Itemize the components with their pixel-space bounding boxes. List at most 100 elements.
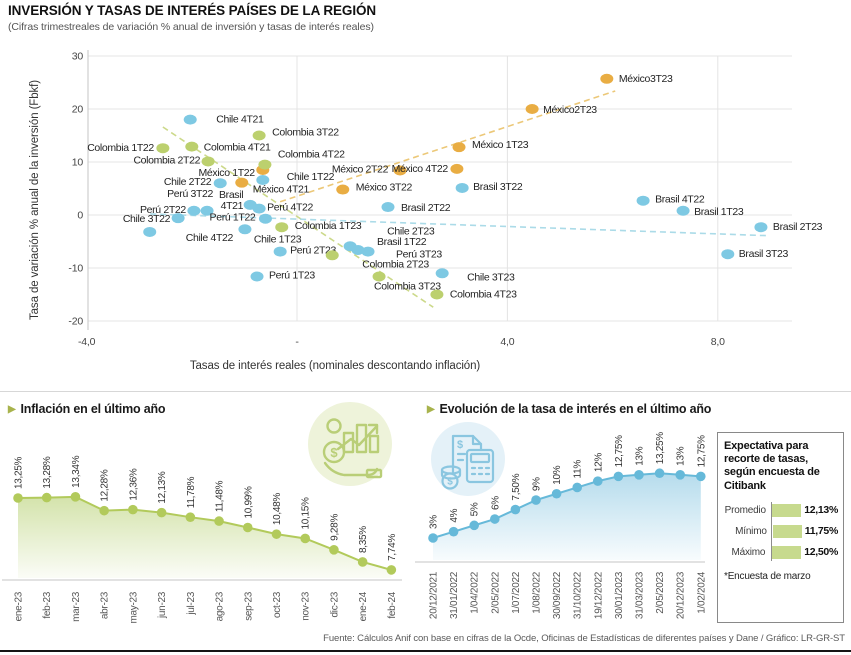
scatter-point — [600, 73, 614, 84]
x-category-label: dic-23 — [329, 591, 340, 617]
x-category-label: 1/07/2022 — [511, 571, 522, 614]
scatter-point — [273, 246, 287, 257]
data-point — [428, 533, 438, 543]
scatter-point — [235, 177, 249, 188]
scatter-point-label: México 1T22 — [199, 167, 256, 179]
x-category-label: feb-24 — [387, 591, 398, 618]
scatter-point — [201, 156, 215, 167]
scatter-point-label: Chile 2T22 — [164, 176, 212, 188]
area-fill — [433, 473, 701, 560]
data-point — [214, 516, 224, 526]
x-category-label: 1/08/2022 — [532, 571, 543, 614]
x-tick-label: - — [295, 336, 299, 348]
value-label: 5% — [470, 502, 481, 516]
triangle-right-icon: ▶ — [8, 404, 16, 415]
scatter-point-label: México 4T21 — [253, 184, 310, 196]
x-category-label: ene-24 — [358, 591, 369, 621]
value-label: 4% — [449, 508, 460, 522]
value-label: 10% — [552, 465, 563, 485]
x-tick-label: 8,0 — [711, 336, 725, 348]
scatter-point — [721, 249, 735, 260]
svg-text:$: $ — [447, 477, 453, 488]
scatter-point-label: México 1T23 — [472, 139, 529, 151]
scatter-point-label: Colombia 4T22 — [278, 149, 345, 161]
expectation-row-label: Máximo — [731, 546, 766, 558]
x-category-label: feb-23 — [42, 591, 53, 618]
svg-text:$: $ — [457, 439, 463, 451]
scatter-point-label: Colombia 2T22 — [133, 154, 200, 166]
value-label: 11,78% — [186, 476, 197, 508]
data-point — [551, 488, 562, 499]
expectation-row: Promedio 12,13% — [724, 503, 838, 517]
expectation-bar — [771, 545, 802, 559]
data-point — [634, 470, 644, 480]
x-tick-label: 4,0 — [500, 336, 514, 348]
value-label: 13,28% — [42, 456, 53, 489]
value-label: 3% — [429, 515, 440, 529]
data-point — [300, 533, 311, 544]
scatter-point-label: Colombia 1T22 — [87, 142, 154, 154]
data-point — [357, 557, 368, 567]
y-tick-label: 30 — [72, 51, 84, 63]
x-category-label: 31/01/2022 — [449, 571, 460, 619]
x-category-label: sep-23 — [243, 591, 254, 621]
scatter-point-label: Brasil 3T23 — [739, 248, 789, 260]
value-label: 13% — [635, 446, 646, 466]
value-label: 12,75% — [696, 435, 707, 468]
data-point — [448, 526, 459, 537]
scatter-point — [450, 163, 464, 174]
x-category-label: 1/02/2024 — [696, 571, 707, 614]
value-label: 10,15% — [301, 497, 312, 530]
data-point — [593, 476, 603, 486]
scatter-point — [252, 130, 266, 141]
data-point — [490, 514, 500, 524]
data-point — [531, 495, 541, 505]
scatter-point — [325, 250, 339, 261]
scatter-point — [250, 271, 264, 282]
scatter-point — [200, 205, 214, 216]
interest-section-header: ▶ Evolución de la tasa de interés en el ú… — [427, 402, 711, 416]
value-label: 7,74% — [387, 534, 398, 561]
area-fill — [18, 496, 392, 578]
value-label: 12,36% — [128, 468, 139, 501]
value-label: 10,99% — [243, 486, 254, 519]
expectation-row-value: 12,13% — [804, 504, 838, 517]
scatter-point-label: Colombia 3T23 — [374, 280, 441, 292]
expectation-title: Expectativa para recorte de tasas, según… — [724, 440, 820, 492]
scatter-point — [676, 205, 690, 216]
scatter-point-label: Brasil 4T22 — [655, 194, 705, 206]
y-tick-label: -20 — [68, 316, 83, 328]
x-category-label: 31/10/2022 — [573, 571, 584, 619]
x-category-label: ago-23 — [215, 591, 226, 621]
x-category-label: nov-23 — [301, 591, 312, 621]
header: INVERSIÓN Y TASAS DE INTERÉS PAÍSES DE L… — [8, 3, 708, 33]
scatter-point-label: Brasil 2T22 — [401, 202, 451, 214]
value-label: 11,48% — [215, 480, 226, 512]
scatter-point-label: Chile 2T23 — [387, 225, 435, 237]
page-subtitle: (Cifras trimestreales de variación % anu… — [8, 21, 374, 33]
scatter-point-label: Perú 2T23 — [290, 245, 336, 257]
scatter-point-label: Chile 3T23 — [467, 271, 515, 283]
data-point — [510, 504, 521, 515]
scatter-point — [143, 226, 157, 237]
scatter-point — [336, 184, 350, 195]
scatter-point — [156, 143, 170, 154]
y-tick-label: -10 — [68, 263, 83, 275]
data-point — [41, 492, 52, 503]
data-point — [156, 507, 167, 518]
scatter-point-label: Perú 3T22 — [167, 188, 213, 200]
data-point — [185, 512, 196, 522]
scatter-point — [258, 159, 272, 170]
x-category-label: 20/12/2023 — [676, 571, 687, 619]
inflation-section-header: ▶ Inflación en el último año — [8, 402, 166, 416]
x-category-label: 30/01/2023 — [614, 571, 625, 619]
value-label: 12,28% — [100, 469, 111, 502]
scatter-point — [381, 202, 395, 213]
data-point — [469, 520, 479, 531]
scatter-point — [351, 244, 365, 255]
x-category-label: jun-23 — [157, 591, 168, 619]
scatter-point-label: Chile 3T22 — [123, 213, 171, 225]
x-category-label: 20/12/2021 — [429, 571, 440, 619]
expectation-bars: Promedio 12,13% Mínimo 11,75% Máximo 12,50% — [724, 501, 838, 561]
scatter-point-label: Perú 3T23 — [396, 249, 442, 261]
